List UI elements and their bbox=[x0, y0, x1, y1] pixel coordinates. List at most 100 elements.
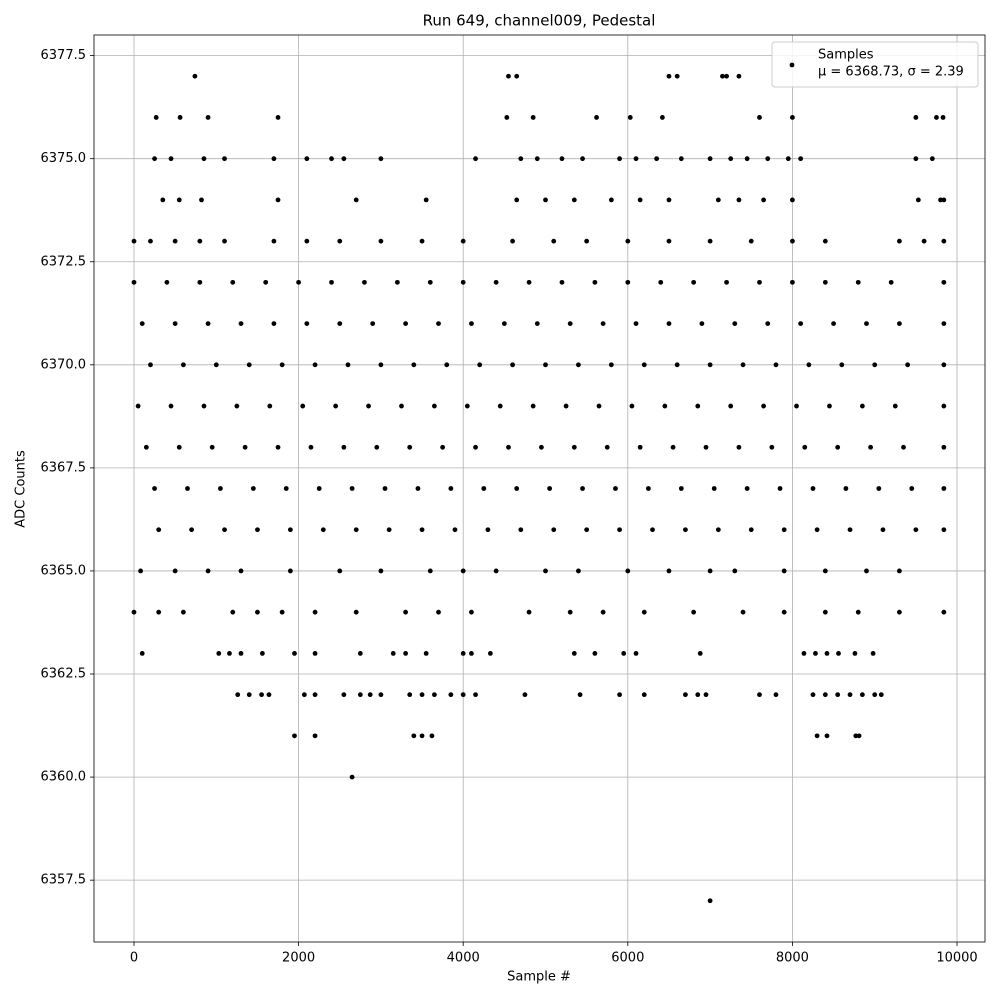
point bbox=[617, 156, 622, 162]
point bbox=[584, 238, 590, 244]
point bbox=[504, 115, 510, 120]
point bbox=[666, 73, 672, 79]
point bbox=[617, 692, 622, 698]
point bbox=[201, 403, 207, 409]
point bbox=[781, 609, 787, 615]
point bbox=[641, 692, 647, 698]
point bbox=[785, 156, 791, 162]
point bbox=[148, 362, 153, 368]
point bbox=[670, 444, 676, 450]
point bbox=[407, 444, 413, 450]
point bbox=[271, 156, 277, 162]
point bbox=[559, 279, 565, 285]
point bbox=[333, 403, 339, 409]
point bbox=[794, 403, 799, 409]
point bbox=[765, 156, 771, 162]
legend-label: Samples bbox=[818, 48, 874, 63]
point bbox=[707, 238, 713, 244]
point bbox=[773, 362, 779, 368]
point bbox=[275, 115, 281, 120]
point bbox=[357, 651, 363, 656]
point bbox=[543, 362, 548, 368]
point bbox=[526, 609, 532, 615]
y-tick-label: 6362.5 bbox=[41, 667, 87, 682]
point bbox=[506, 73, 511, 79]
point bbox=[781, 568, 787, 574]
point bbox=[199, 197, 204, 203]
point bbox=[941, 444, 947, 450]
points bbox=[131, 73, 947, 904]
point bbox=[349, 774, 355, 780]
point bbox=[941, 321, 947, 326]
point bbox=[440, 444, 446, 450]
point bbox=[596, 403, 602, 409]
point bbox=[941, 403, 947, 409]
point bbox=[419, 238, 425, 244]
legend: Samples μ = 6368.73, σ = 2.39 bbox=[771, 41, 979, 88]
point bbox=[859, 403, 865, 409]
point bbox=[275, 444, 281, 450]
point bbox=[301, 692, 307, 698]
point bbox=[487, 651, 493, 656]
point bbox=[921, 238, 927, 244]
point bbox=[940, 115, 946, 120]
point bbox=[855, 609, 861, 615]
point bbox=[189, 527, 195, 533]
point bbox=[856, 733, 862, 739]
point bbox=[370, 321, 376, 326]
point bbox=[637, 444, 643, 450]
point bbox=[156, 609, 162, 615]
point bbox=[810, 486, 816, 491]
point bbox=[452, 527, 458, 533]
point bbox=[518, 527, 524, 533]
point bbox=[304, 156, 310, 162]
point bbox=[769, 444, 775, 450]
point bbox=[868, 444, 874, 450]
point bbox=[222, 156, 227, 162]
point bbox=[143, 444, 149, 450]
point bbox=[473, 156, 478, 162]
point bbox=[790, 279, 795, 285]
point bbox=[172, 238, 178, 244]
point bbox=[230, 279, 236, 285]
x-tick-label: 0 bbox=[130, 951, 138, 966]
point bbox=[353, 197, 359, 203]
point bbox=[353, 609, 359, 615]
point bbox=[259, 651, 265, 656]
y-tick-label: 6372.5 bbox=[41, 254, 87, 269]
point bbox=[534, 156, 540, 162]
point bbox=[209, 444, 215, 450]
point bbox=[584, 527, 590, 533]
point bbox=[197, 238, 203, 244]
point bbox=[659, 115, 665, 120]
point bbox=[329, 279, 334, 285]
point bbox=[732, 568, 738, 574]
point bbox=[798, 321, 804, 326]
point bbox=[835, 692, 841, 698]
point bbox=[683, 692, 688, 698]
point bbox=[192, 73, 198, 79]
point bbox=[148, 238, 153, 244]
point bbox=[736, 73, 742, 79]
point bbox=[802, 444, 808, 450]
point bbox=[757, 279, 762, 285]
point bbox=[205, 568, 211, 574]
point bbox=[320, 527, 326, 533]
point bbox=[852, 651, 858, 656]
point bbox=[180, 609, 186, 615]
point bbox=[559, 156, 565, 162]
point bbox=[300, 403, 306, 409]
point bbox=[822, 568, 828, 574]
point bbox=[201, 156, 207, 162]
point bbox=[308, 444, 314, 450]
point bbox=[436, 321, 441, 326]
point bbox=[897, 609, 902, 615]
point bbox=[419, 692, 425, 698]
point bbox=[695, 403, 701, 409]
point bbox=[870, 651, 876, 656]
point bbox=[168, 403, 174, 409]
y-tick-label: 6357.5 bbox=[41, 873, 87, 888]
point bbox=[740, 609, 746, 615]
point bbox=[637, 197, 643, 203]
